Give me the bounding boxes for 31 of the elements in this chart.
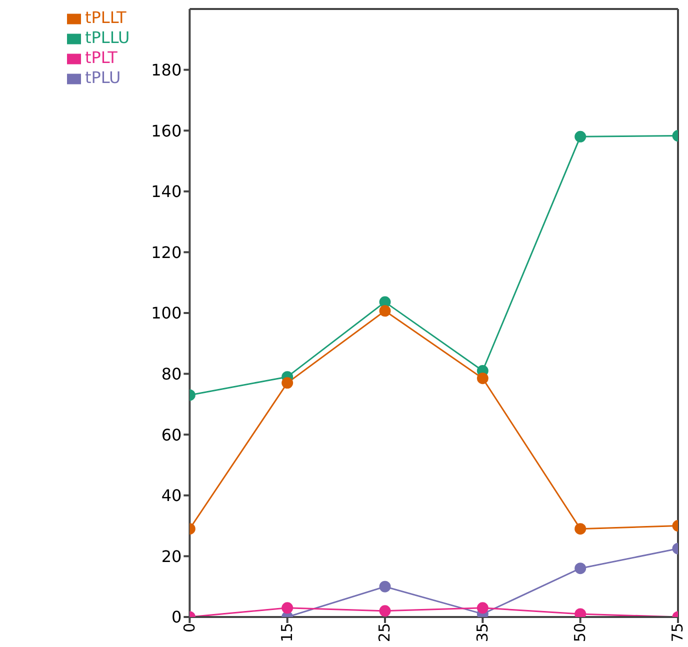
point xyxy=(476,372,488,384)
point xyxy=(476,602,488,614)
y-tick-label: 80 xyxy=(161,364,182,384)
y-tick-label: 120 xyxy=(151,242,182,262)
y-tick-label: 160 xyxy=(151,121,182,140)
y-tick-label: 140 xyxy=(151,182,182,202)
y-tick-label: 100 xyxy=(151,304,182,323)
y-tick-label: 60 xyxy=(161,425,182,444)
y-tick-label: 20 xyxy=(161,546,182,566)
point xyxy=(379,605,391,617)
point xyxy=(574,130,586,142)
legend-label: tPLT xyxy=(85,48,118,67)
point xyxy=(282,377,294,389)
x-tick-label: 25 xyxy=(376,623,394,642)
y-tick-label: 180 xyxy=(151,60,182,80)
point xyxy=(574,523,586,535)
x-tick-label: 0 xyxy=(180,623,198,633)
point xyxy=(282,602,294,614)
x-tick-label: 15 xyxy=(278,623,296,642)
x-tick-label: 50 xyxy=(570,623,589,642)
point xyxy=(379,580,391,592)
legend-label: tPLLU xyxy=(85,28,130,47)
legend-label: tPLU xyxy=(85,68,121,87)
x-tick-label: 75 xyxy=(668,623,687,642)
legend-label: tPLLT xyxy=(85,8,126,27)
y-tick-label: 40 xyxy=(161,486,182,506)
x-tick-label: 35 xyxy=(473,623,492,642)
point xyxy=(574,608,586,617)
point xyxy=(574,562,586,574)
y-tick-label: 0 xyxy=(171,608,182,627)
point xyxy=(379,305,391,317)
